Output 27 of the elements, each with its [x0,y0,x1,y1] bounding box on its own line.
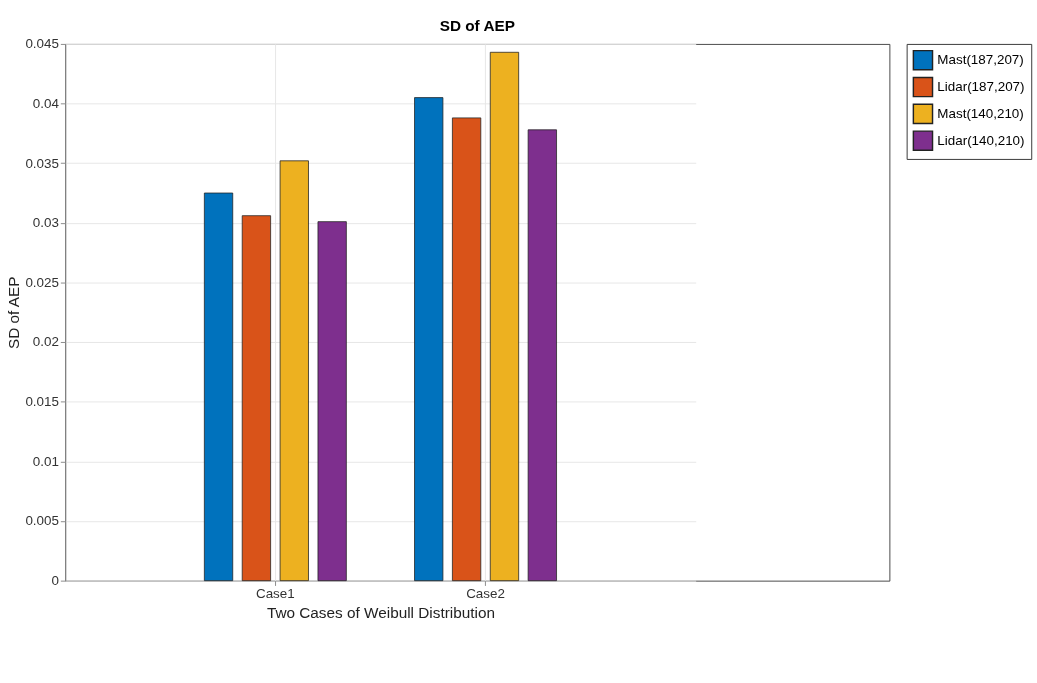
x-axis-title: Two Cases of Weibull Distribution [266,603,495,621]
y-tick-label: 0.035 [25,155,59,171]
y-tick-label: 0 [51,572,59,588]
bar [203,192,234,582]
y-tick-label: 0.04 [32,95,60,111]
legend-label: Mast(187,207) [937,52,1024,68]
x-tick-label: Case1 [255,586,295,602]
bar [489,51,520,582]
y-tick-label: 0.005 [25,513,59,529]
y-tick-label: 0.025 [25,274,59,290]
y-axis-title: SD of AEP [4,276,22,349]
bar [452,117,482,582]
bar [317,221,347,582]
y-tick-label: 0.045 [25,36,59,52]
y-tick-label: 0.015 [25,394,59,410]
y-tick-label: 0.03 [32,215,59,231]
legend-label: Mast(140,210) [937,105,1024,121]
legend-label: Lidar(187,207) [937,78,1025,94]
bar [279,160,309,582]
bar [414,97,444,582]
y-tick-label: 0.02 [32,334,59,350]
y-tick-label: 0.01 [32,453,59,469]
bar [527,129,557,582]
legend-label: Lidar(140,210) [937,132,1025,148]
x-tick-label: Case2 [466,586,505,602]
bar [241,215,272,582]
chart-title: SD of AEP [439,16,515,34]
